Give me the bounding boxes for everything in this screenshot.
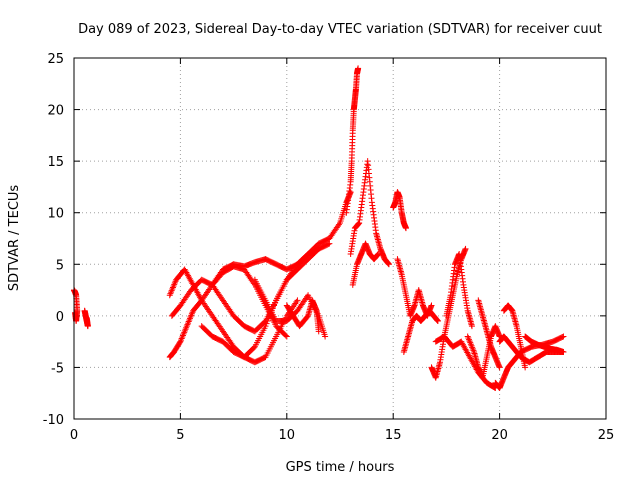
axis-ticks: 0 5 10 15 20 25 -10 -5 0 5 10 15 20 25 xyxy=(43,52,615,443)
y-tick-label: 10 xyxy=(47,207,64,222)
data-point xyxy=(322,333,329,340)
data-point-interp xyxy=(304,313,311,320)
data-point-interp xyxy=(272,299,279,306)
x-tick-label: 10 xyxy=(279,428,296,443)
data-point-interp xyxy=(250,344,257,351)
series-arc4 xyxy=(166,266,301,366)
y-tick-label: 0 xyxy=(56,310,64,325)
series-arc23 xyxy=(500,302,529,371)
data-point xyxy=(72,309,79,316)
data-point xyxy=(468,323,475,330)
y-tick-label: 20 xyxy=(47,104,64,119)
data-point xyxy=(315,328,322,335)
data-point xyxy=(560,348,567,355)
series-arc9 xyxy=(283,297,322,335)
data-point xyxy=(522,364,529,371)
series-arc6 xyxy=(198,245,322,361)
data-point-interp xyxy=(264,318,271,325)
data-point xyxy=(496,364,503,371)
data-point xyxy=(375,250,382,257)
data-points xyxy=(71,65,567,392)
y-tick-label: -10 xyxy=(43,413,64,428)
series-arc2 xyxy=(81,307,91,330)
series-arc7 xyxy=(209,189,354,288)
data-point xyxy=(315,245,322,252)
series-arc11 xyxy=(347,158,392,268)
y-tick-label: 25 xyxy=(47,52,64,67)
x-tick-label: 15 xyxy=(385,428,402,443)
series-arc24 xyxy=(522,333,567,355)
data-point xyxy=(326,240,333,247)
series-arc20 xyxy=(475,297,503,371)
y-tick-label: 15 xyxy=(47,155,64,170)
data-point xyxy=(462,245,469,252)
data-point-interp xyxy=(271,302,278,309)
data-point-interp xyxy=(176,339,183,346)
data-point-interp xyxy=(266,312,273,319)
data-point xyxy=(83,314,90,321)
y-tick-label: 5 xyxy=(56,258,64,273)
data-point xyxy=(402,225,409,232)
y-axis-label: SDTVAR / TECUs xyxy=(7,185,22,292)
grid-lines xyxy=(74,58,606,419)
x-tick-label: 25 xyxy=(598,428,615,443)
data-point-interp xyxy=(282,332,289,339)
chart-title: Day 089 of 2023, Sidereal Day-to-day VTE… xyxy=(78,22,602,37)
data-point xyxy=(385,261,392,268)
y-tick-label: -5 xyxy=(51,361,64,376)
series-arc8 xyxy=(251,276,329,340)
series-arc15 xyxy=(400,307,441,355)
x-tick-label: 0 xyxy=(70,428,78,443)
data-point-interp xyxy=(325,241,332,248)
series-arc1 xyxy=(71,287,81,325)
data-point xyxy=(262,323,269,330)
series-arc17 xyxy=(443,250,475,330)
data-point xyxy=(434,318,441,325)
data-point xyxy=(355,65,362,72)
series-arc10 xyxy=(343,65,362,216)
data-point xyxy=(283,333,290,340)
series-arc12 xyxy=(349,240,382,288)
x-tick-label: 5 xyxy=(176,428,184,443)
data-point xyxy=(428,302,435,309)
data-point-interp xyxy=(265,315,272,322)
data-point xyxy=(560,333,567,340)
x-axis-label: GPS time / hours xyxy=(286,460,395,475)
data-point-interp xyxy=(263,320,270,327)
data-point xyxy=(294,297,301,304)
series-arc19 xyxy=(464,323,503,381)
x-tick-label: 20 xyxy=(491,428,508,443)
series-arc13 xyxy=(390,189,409,232)
data-point-interp xyxy=(559,334,566,341)
plot-frame xyxy=(73,57,607,420)
